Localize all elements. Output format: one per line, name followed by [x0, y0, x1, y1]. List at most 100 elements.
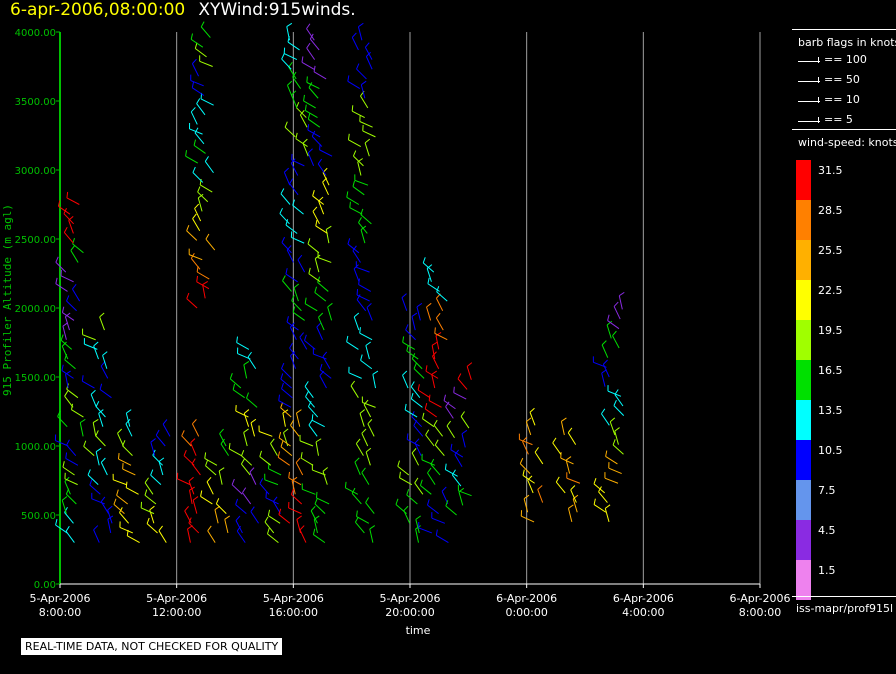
wind-barb-flag: [318, 196, 324, 202]
wind-barb-flag: [272, 496, 278, 502]
wind-barb-staff: [308, 424, 318, 437]
wind-barb-flag: [200, 490, 203, 497]
wind-barb-flag: [183, 449, 187, 456]
speed-swatch: [796, 320, 811, 360]
wind-barb-staff: [367, 423, 375, 437]
wind-barb-staff: [311, 419, 325, 428]
wind-barb-flag: [364, 42, 370, 48]
wind-barb-staff: [402, 374, 409, 389]
wind-barb-staff: [220, 443, 230, 456]
wind-barb-flag: [205, 459, 209, 466]
wind-barb-staff: [356, 294, 370, 302]
wind-barb-staff: [363, 404, 372, 418]
wind-barb-flag: [92, 418, 99, 424]
wind-barb-staff: [410, 386, 421, 399]
wind-barb-staff: [292, 204, 304, 215]
wind-barb-flag: [322, 467, 328, 472]
wind-barb-staff: [63, 213, 74, 225]
x-axis-label: time: [406, 624, 431, 637]
wind-barb-staff: [190, 111, 198, 125]
wind-barb-staff: [601, 372, 606, 387]
wind-barb-staff: [197, 191, 209, 203]
wind-barb-flag: [243, 361, 250, 366]
wind-barb-staff: [525, 421, 532, 436]
wind-barb-flag: [194, 127, 199, 134]
flag-label: == 10: [824, 93, 860, 106]
wind-barb-staff: [91, 498, 105, 505]
wind-barb-staff: [348, 372, 362, 379]
wind-barb-staff: [399, 477, 413, 486]
wind-barb-staff: [291, 480, 296, 495]
wind-barb-flag: [443, 394, 447, 401]
wind-barb-staff: [425, 434, 435, 447]
wind-barb-staff: [241, 455, 253, 466]
wind-barb-staff: [317, 257, 332, 263]
wind-barb-flag: [431, 341, 438, 346]
wind-barb-staff: [60, 275, 74, 283]
wind-barb-staff: [250, 511, 259, 524]
wind-barb-flag: [356, 294, 361, 300]
wind-barb-staff: [322, 471, 328, 485]
x-tick-label-time: 0:00:00: [505, 606, 547, 619]
wind-barb-staff: [325, 229, 330, 244]
wind-barb-flag: [243, 409, 250, 414]
wind-barb-flag: [450, 443, 453, 450]
wind-barb-flag: [204, 452, 207, 459]
wind-barb-flag: [247, 351, 252, 358]
wind-barb-flag: [95, 447, 102, 453]
wind-barb-staff: [311, 136, 323, 147]
flag-sample-icon: [798, 61, 820, 62]
wind-barb-flag: [537, 485, 543, 490]
wind-barb-staff: [422, 418, 435, 428]
wind-barb-staff: [259, 456, 272, 466]
wind-barb-staff: [570, 489, 577, 503]
wind-barb-staff: [122, 468, 136, 476]
wind-barb-staff: [64, 395, 74, 408]
speed-label: 19.5: [818, 324, 843, 337]
wind-barb-flag: [415, 515, 422, 520]
wind-barb-flag: [319, 363, 323, 370]
wind-barb-staff: [353, 268, 360, 282]
wind-barb-flag: [445, 401, 450, 408]
wind-barb-flag: [453, 386, 455, 393]
wind-barb-flag: [427, 467, 432, 474]
wind-barb-staff: [193, 144, 206, 154]
wind-barb-flag: [426, 264, 433, 269]
wind-barb-staff: [291, 494, 303, 505]
y-tick-label: 2500.00: [15, 235, 56, 246]
wind-barb-staff: [420, 485, 432, 495]
wind-barb-staff: [191, 423, 200, 437]
wind-barb-staff: [352, 250, 361, 263]
wind-barb-staff: [281, 242, 292, 254]
wind-barb-flag: [422, 257, 426, 264]
wind-barb-staff: [397, 466, 410, 476]
wind-barb-flag: [360, 354, 363, 361]
wind-barb-flag: [354, 516, 359, 523]
speed-label: 7.5: [818, 484, 836, 497]
wind-barb-flag: [365, 341, 371, 346]
wind-barb-staff: [194, 208, 202, 222]
wind-barb-staff: [280, 193, 291, 205]
wind-barb-flag: [352, 150, 357, 157]
wind-barb-flag: [356, 510, 358, 517]
title-datetime: 6-apr-2006,08:00:00: [10, 0, 186, 20]
wind-barb-flag: [283, 428, 289, 434]
wind-barb-staff: [204, 457, 218, 466]
wind-barb-flag: [356, 63, 360, 70]
wind-barb-staff: [355, 521, 365, 534]
wind-barb-flag: [568, 504, 574, 509]
wind-barb-flag: [89, 479, 93, 486]
wind-barb-staff: [431, 345, 436, 360]
wind-barb-staff: [349, 207, 363, 215]
wind-barb-staff: [270, 443, 278, 456]
x-tick-label-time: 8:00:00: [39, 606, 81, 619]
wind-barb-staff: [395, 504, 407, 514]
wind-barb-flag: [605, 450, 608, 457]
wind-barb-staff: [214, 509, 219, 524]
wind-barb-staff: [560, 457, 574, 465]
wind-barb-staff: [305, 110, 318, 118]
wind-barb-flag: [604, 504, 611, 509]
wind-barb-staff: [446, 425, 455, 438]
flag-label: == 5: [824, 113, 853, 126]
wind-barb-flag: [278, 508, 282, 515]
